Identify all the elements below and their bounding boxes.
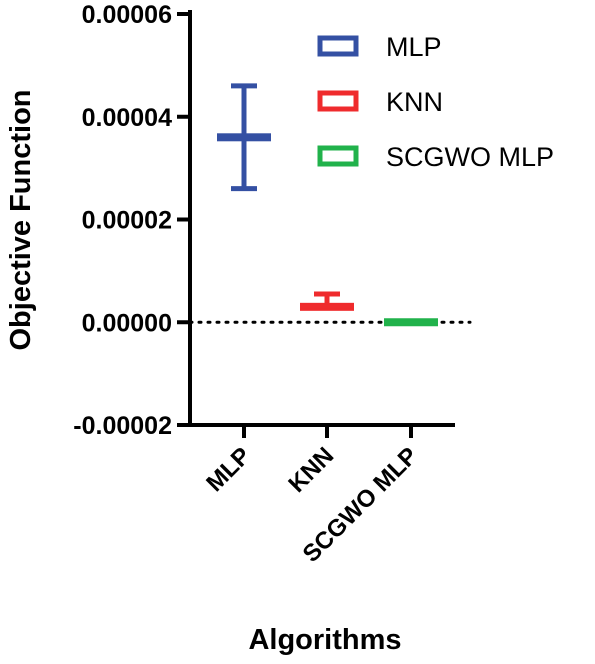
legend-label-knn: KNN xyxy=(386,87,443,117)
box-scgwo-mlp xyxy=(384,318,438,327)
legend-item-mlp: MLP xyxy=(317,32,442,62)
legend-swatch-knn xyxy=(317,90,359,112)
legend-swatch-scgwo-mlp xyxy=(317,145,359,167)
box-mlp xyxy=(217,83,271,192)
y-tick-label: 0.00004 xyxy=(82,104,172,132)
x-tick-label-mlp: MLP xyxy=(201,442,256,497)
legend-label-mlp: MLP xyxy=(386,32,442,62)
x-axis-title: Algorithms xyxy=(248,624,401,656)
y-tick-label: 0.00006 xyxy=(82,1,172,29)
y-axis-title: Objective Function xyxy=(5,89,37,350)
y-tick-label: 0.00000 xyxy=(82,309,172,337)
y-tick-label: 0.00002 xyxy=(82,207,172,235)
legend-item-scgwo-mlp: SCGWO MLP xyxy=(317,142,554,172)
box-knn xyxy=(300,291,354,311)
legend-swatch-mlp xyxy=(317,35,359,57)
legend-item-knn: KNN xyxy=(317,87,443,117)
y-tick-label: -0.00002 xyxy=(73,412,172,440)
legend-label-scgwo-mlp: SCGWO MLP xyxy=(386,142,554,172)
x-tick-label-knn: KNN xyxy=(283,442,339,498)
